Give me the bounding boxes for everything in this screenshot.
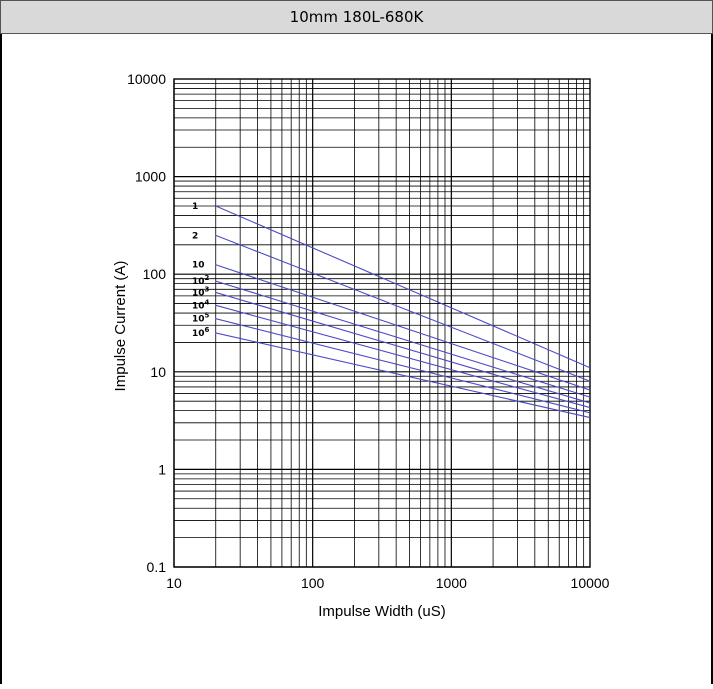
x-tick-label: 10: [166, 575, 182, 591]
plot-border: [173, 78, 591, 568]
grid-lines: [173, 78, 591, 568]
series-line-5: [215, 291, 591, 404]
series-label-8: 106: [192, 326, 210, 339]
y-tick-label: 100: [143, 266, 167, 282]
series-lines: [215, 205, 591, 419]
series-line-7: [215, 318, 591, 414]
series-line-2: [215, 234, 591, 382]
y-axis-label: Impulse Current (A): [112, 261, 129, 392]
series-label-1: 1: [192, 202, 198, 212]
series-label-7: 105: [192, 312, 210, 325]
x-axis-label: Impulse Width (uS): [318, 603, 446, 620]
y-tick-label: 10000: [127, 71, 166, 87]
series-line-1: [215, 205, 591, 369]
tick-labels: 10 100 1000 10000 0.1 1 10 100 1000 10000: [127, 71, 610, 591]
header-title: 10mm 180L-680K: [289, 8, 424, 26]
x-tick-label: 10000: [571, 575, 610, 591]
chart-area: 1 2 10 102 103 104 105 106 10 100 1000 10000 0.1 1 10…: [0, 34, 713, 684]
series-label-4: 102: [192, 274, 210, 287]
series-label-2: 2: [192, 231, 198, 241]
series-line-8: [215, 332, 591, 419]
y-tick-label: 1000: [135, 169, 166, 185]
series-label-3: 10: [192, 261, 205, 271]
x-tick-label: 1000: [436, 575, 467, 591]
y-tick-label: 10: [150, 364, 166, 380]
series-label-5: 103: [192, 285, 210, 298]
series-label-6: 104: [192, 298, 210, 311]
series-line-3: [215, 264, 591, 391]
series-line-6: [215, 304, 591, 409]
series-line-4: [215, 280, 591, 398]
x-tick-label: 100: [301, 575, 325, 591]
table-header: 10mm 180L-680K: [0, 0, 713, 34]
y-tick-label: 0.1: [147, 559, 167, 575]
y-tick-label: 1: [158, 461, 166, 477]
